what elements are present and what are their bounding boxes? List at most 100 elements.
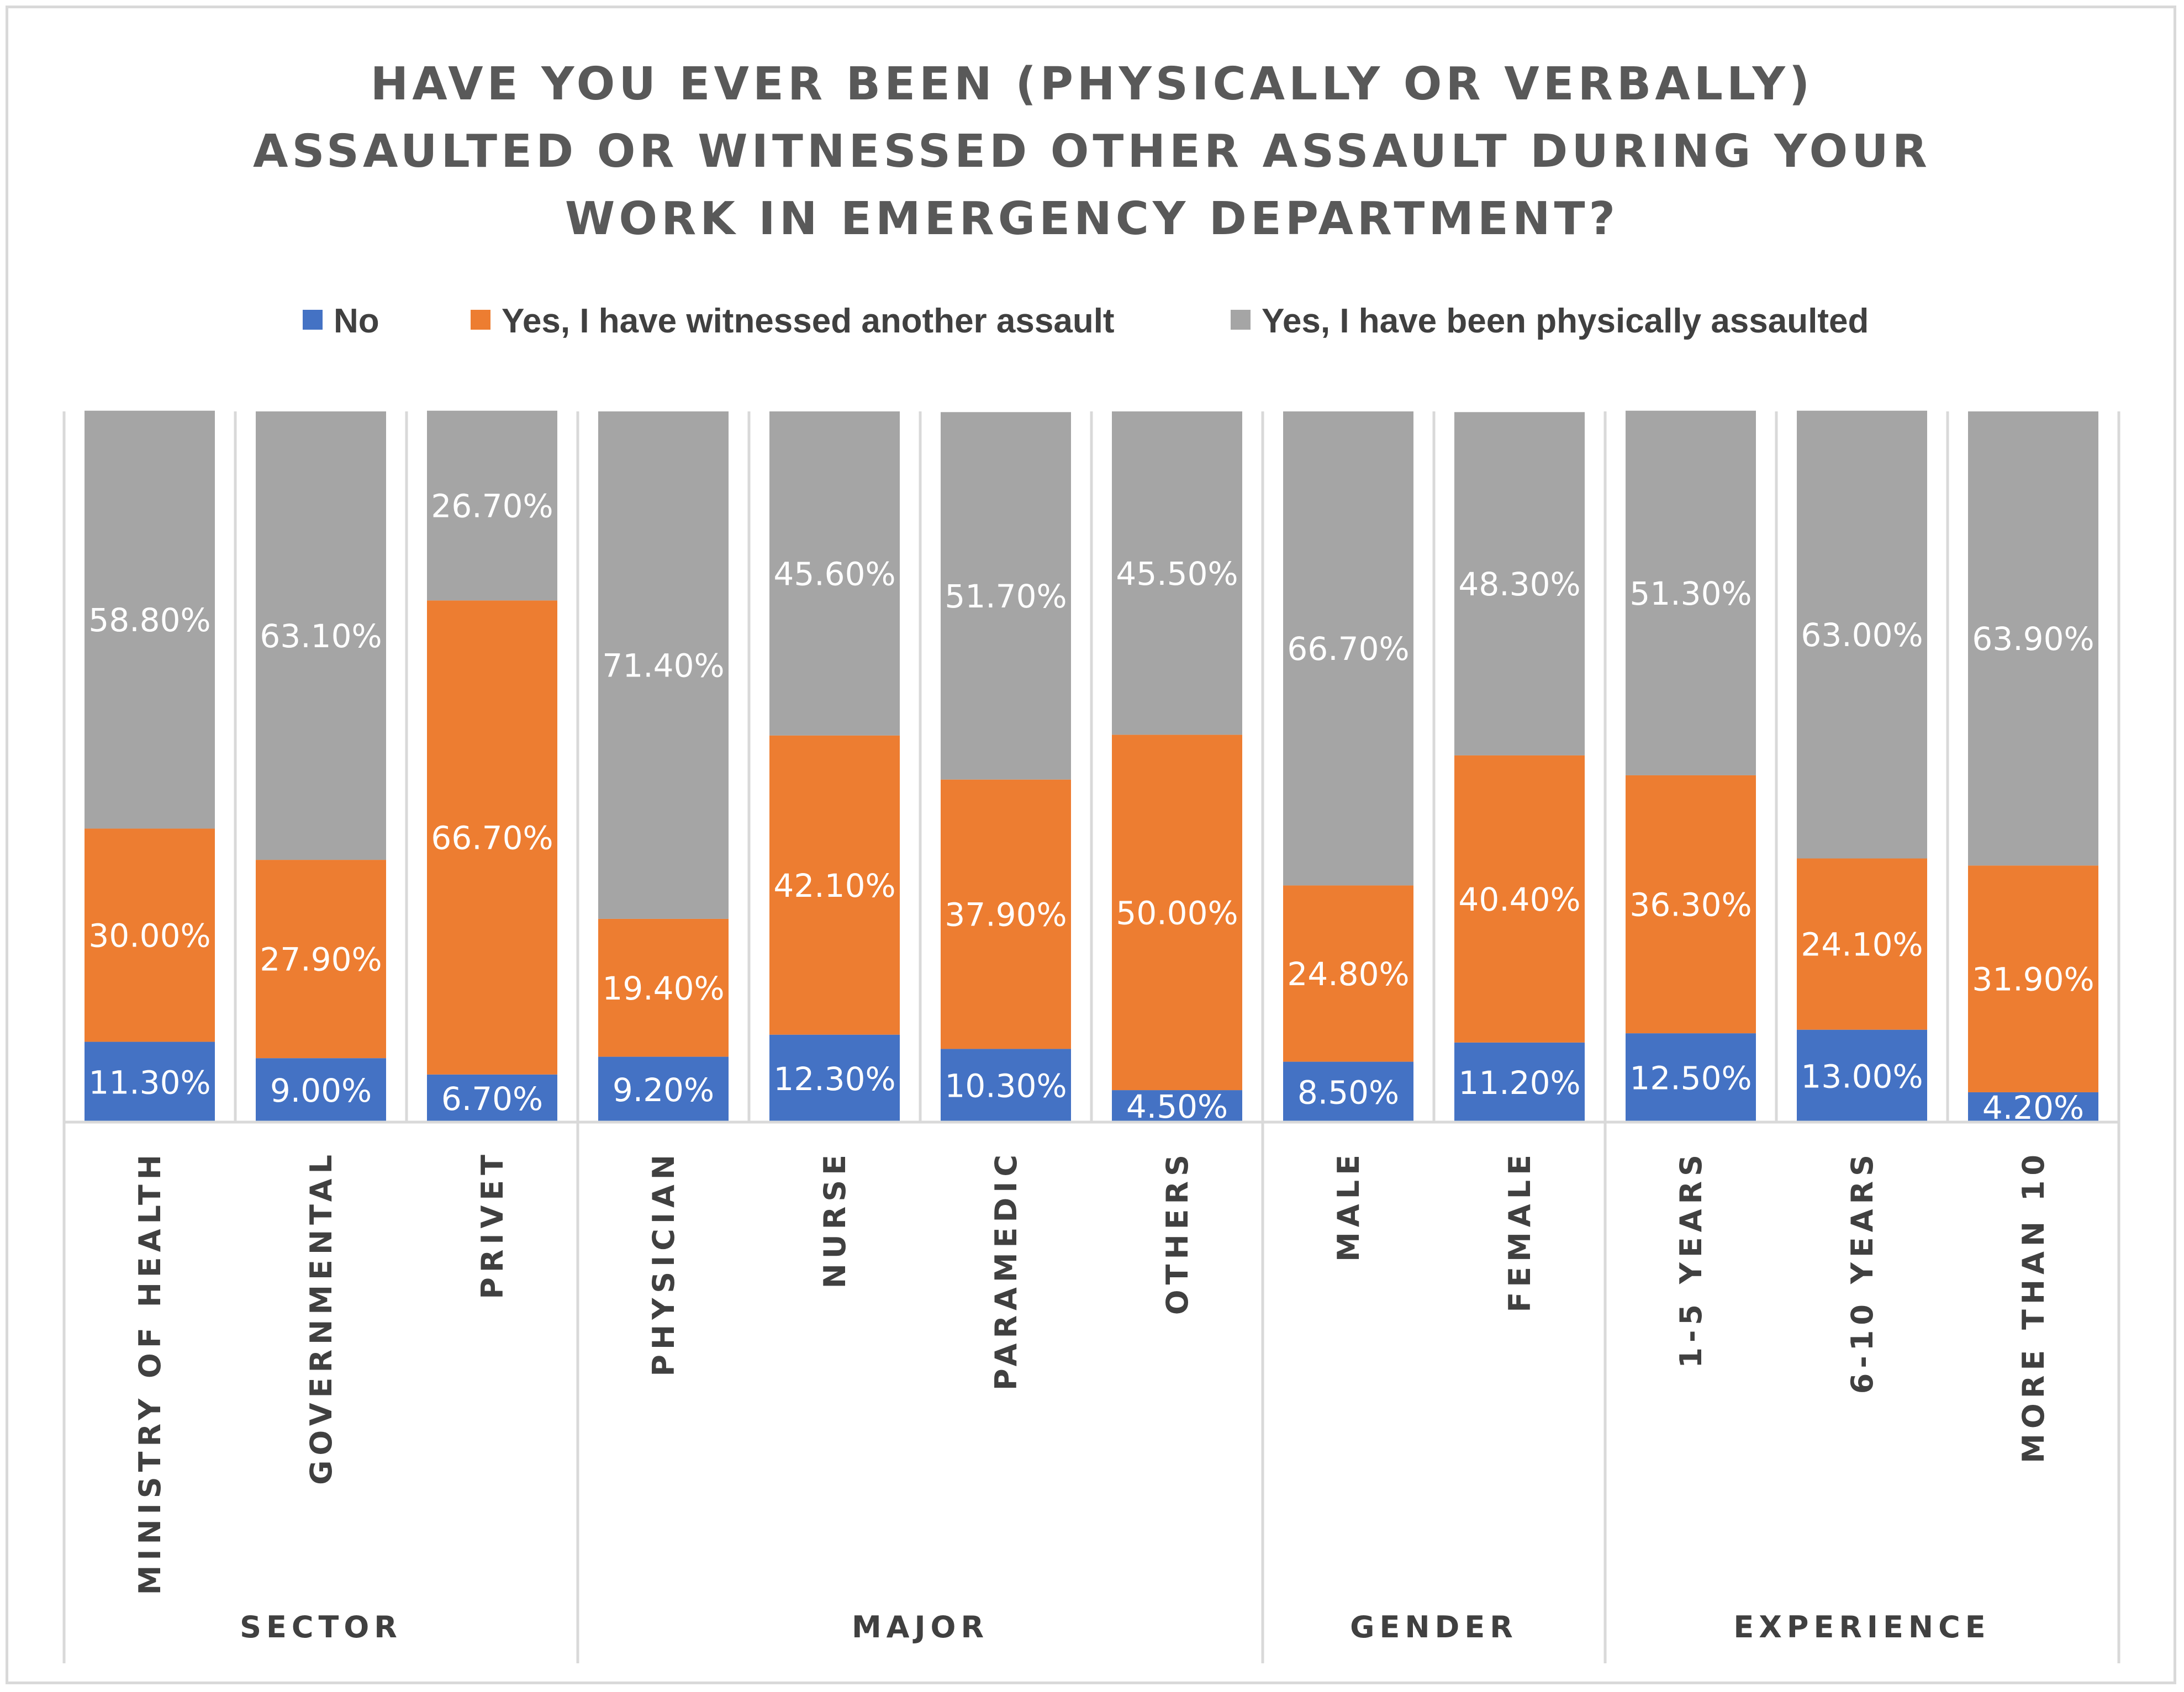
- legend-label-no: No: [334, 302, 379, 340]
- bar-no-2: [256, 1058, 386, 1122]
- bar-no-11: [1797, 1029, 1927, 1122]
- group-label-sector: SECTOR: [240, 1610, 402, 1645]
- category-label-9: FEMALE: [1502, 1150, 1537, 1313]
- group-label-gender: GENDER: [1350, 1610, 1518, 1645]
- bar-witnessed-9: [1454, 755, 1585, 1043]
- data-label-assaulted-2: 63.10%: [260, 617, 382, 655]
- data-label-assaulted-6: 51.70%: [945, 578, 1067, 615]
- chart-title: HAVE YOU EVER BEEN (PHYSICALLY OR VERBAL…: [253, 58, 1931, 245]
- bar-witnessed-8: [1283, 885, 1413, 1062]
- bar-assaulted-8: [1283, 411, 1413, 886]
- plot-area: 11.30% 30.00% 58.80% 9.00% 27.90% 63.10% 6.70%…: [62, 410, 2120, 1663]
- bar-witnessed-6: [941, 779, 1071, 1049]
- category-label-6: PARAMEDIC: [989, 1150, 1024, 1390]
- data-label-witnessed-6: 37.90%: [945, 896, 1067, 934]
- bar-no-12: [1968, 1092, 2098, 1122]
- data-label-assaulted-3: 26.70%: [431, 488, 553, 525]
- bar-no-9: [1454, 1042, 1585, 1122]
- bar-no-6: [941, 1049, 1071, 1122]
- bar-assaulted-2: [256, 411, 386, 860]
- category-label-10: 1-5 YEARS: [1674, 1150, 1708, 1368]
- bar-witnessed-10: [1626, 775, 1756, 1034]
- data-label-witnessed-10: 36.30%: [1629, 886, 1752, 924]
- data-label-assaulted-12: 63.90%: [1972, 620, 2094, 658]
- bar-witnessed-11: [1797, 858, 1927, 1030]
- data-label-no-5: 12.30%: [773, 1060, 895, 1098]
- bar-assaulted-4: [598, 411, 729, 919]
- bar-assaulted-9: [1454, 412, 1585, 755]
- bar-assaulted-12: [1968, 411, 2098, 866]
- bar-witnessed-7: [1112, 734, 1242, 1091]
- data-label-no-12: 4.20%: [1982, 1089, 2084, 1127]
- data-label-witnessed-5: 42.10%: [773, 867, 895, 905]
- data-label-witnessed-4: 19.40%: [602, 970, 724, 1007]
- data-label-assaulted-9: 48.30%: [1458, 565, 1580, 603]
- chart-legend: No Yes, I have witnessed another assault…: [303, 302, 1869, 340]
- data-label-assaulted-5: 45.60%: [773, 555, 895, 593]
- bar-no-7: [1112, 1090, 1242, 1122]
- data-label-no-6: 10.30%: [945, 1067, 1067, 1105]
- bar-assaulted-3: [427, 410, 557, 601]
- data-label-no-8: 8.50%: [1297, 1074, 1399, 1111]
- legend-swatch-no: [303, 310, 323, 330]
- bar-assaulted-1: [85, 410, 215, 829]
- legend-swatch-assaulted: [1231, 310, 1251, 330]
- data-label-witnessed-9: 40.40%: [1458, 881, 1580, 918]
- data-label-assaulted-7: 45.50%: [1116, 555, 1238, 593]
- bar-assaulted-11: [1797, 410, 1927, 859]
- bar-no-5: [769, 1034, 900, 1122]
- bar-no-4: [598, 1056, 729, 1122]
- chart-title-line-3: WORK IN EMERGENCY DEPARTMENT?: [565, 193, 1619, 245]
- category-label-2: GOVERNMENTAL: [304, 1150, 339, 1485]
- category-label-12: MORE THAN 10: [2016, 1150, 2051, 1463]
- category-label-4: PHYSICIAN: [646, 1150, 681, 1377]
- data-label-assaulted-10: 51.30%: [1629, 575, 1752, 612]
- data-label-witnessed-2: 27.90%: [260, 941, 382, 979]
- data-label-assaulted-8: 66.70%: [1287, 630, 1409, 668]
- bar-witnessed-2: [256, 860, 386, 1059]
- data-label-assaulted-11: 63.00%: [1801, 616, 1923, 654]
- data-label-assaulted-4: 71.40%: [602, 647, 724, 684]
- bar-assaulted-7: [1112, 411, 1242, 735]
- bar-witnessed-5: [769, 735, 900, 1035]
- bar-witnessed-1: [85, 828, 215, 1042]
- data-label-witnessed-1: 30.00%: [88, 917, 210, 955]
- chart-title-line-1: HAVE YOU EVER BEEN (PHYSICALLY OR VERBAL…: [371, 58, 1814, 110]
- bar-no-1: [85, 1041, 215, 1122]
- data-label-no-4: 9.20%: [613, 1071, 714, 1109]
- data-label-no-3: 6.70%: [441, 1080, 543, 1118]
- bar-no-3: [427, 1074, 557, 1122]
- bar-witnessed-12: [1968, 865, 2098, 1092]
- category-label-1: MINISTRY OF HEALTH: [133, 1150, 167, 1595]
- data-label-no-11: 13.00%: [1801, 1058, 1923, 1095]
- category-label-8: MALE: [1331, 1150, 1366, 1262]
- data-label-witnessed-11: 24.10%: [1801, 926, 1923, 964]
- data-label-assaulted-1: 58.80%: [88, 601, 210, 639]
- data-label-witnessed-8: 24.80%: [1287, 955, 1409, 993]
- data-label-witnessed-12: 31.90%: [1972, 961, 2094, 998]
- bar-witnessed-3: [427, 600, 557, 1075]
- bar-assaulted-5: [769, 411, 900, 736]
- data-label-witnessed-3: 66.70%: [431, 819, 553, 857]
- data-label-no-1: 11.30%: [88, 1064, 210, 1101]
- bar-witnessed-4: [598, 918, 729, 1057]
- category-label-5: NURSE: [817, 1150, 852, 1288]
- legend-swatch-witnessed: [471, 310, 490, 330]
- category-label-7: OTHERS: [1160, 1150, 1195, 1315]
- legend-label-assaulted: Yes, I have been physically assaulted: [1262, 302, 1869, 340]
- bar-assaulted-10: [1626, 410, 1756, 775]
- group-label-major: MAJOR: [852, 1610, 989, 1645]
- bar-no-8: [1283, 1061, 1413, 1122]
- data-label-no-9: 11.20%: [1458, 1064, 1580, 1102]
- data-label-no-10: 12.50%: [1629, 1060, 1752, 1097]
- bar-no-10: [1626, 1033, 1756, 1122]
- legend-label-witnessed: Yes, I have witnessed another assault: [502, 302, 1115, 340]
- category-label-3: PRIVET: [475, 1150, 510, 1299]
- data-label-witnessed-7: 50.00%: [1116, 894, 1238, 932]
- bar-assaulted-6: [941, 412, 1071, 780]
- data-label-no-7: 4.50%: [1126, 1088, 1228, 1125]
- category-label-11: 6-10 YEARS: [1845, 1150, 1880, 1394]
- group-label-experience: EXPERIENCE: [1733, 1610, 1990, 1645]
- chart-title-line-2: ASSAULTED OR WITNESSED OTHER ASSAULT DUR…: [253, 125, 1931, 178]
